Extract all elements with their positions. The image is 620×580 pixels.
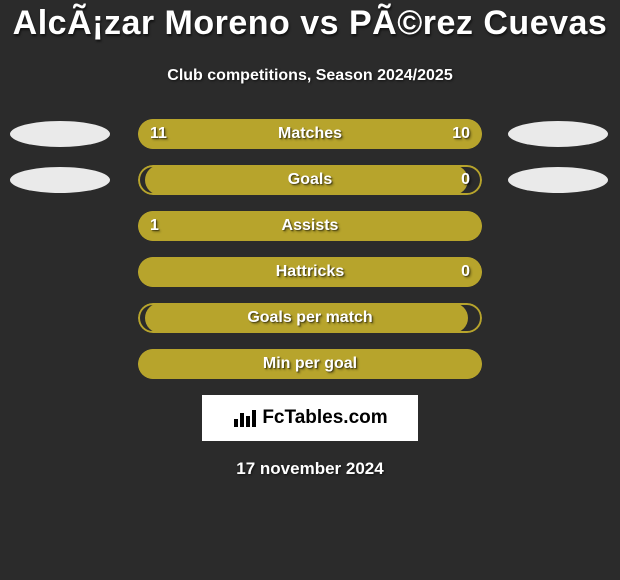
stat-bar-fill	[138, 119, 482, 149]
stat-value-left: 11	[150, 119, 167, 149]
stat-bar: Hattricks0	[138, 257, 482, 287]
stat-value-right: 10	[452, 119, 470, 149]
subtitle: Club competitions, Season 2024/2025	[0, 67, 620, 85]
stat-bar: Assists1	[138, 211, 482, 241]
logo-box[interactable]: FcTables.com	[202, 395, 418, 441]
stats-area: Matches1110Goals0Assists1Hattricks0Goals…	[0, 119, 620, 379]
bars-icon	[232, 407, 258, 429]
stat-row: Goals per match	[0, 303, 620, 333]
stat-value-right: 0	[461, 165, 470, 195]
stat-bar-fill	[138, 349, 482, 379]
stat-row: Assists1	[0, 211, 620, 241]
stat-row: Matches1110	[0, 119, 620, 149]
stat-bar: Goals per match	[138, 303, 482, 333]
stat-bar: Goals0	[138, 165, 482, 195]
stat-bar-fill	[138, 211, 482, 241]
stat-bar: Matches1110	[138, 119, 482, 149]
stat-bar: Min per goal	[138, 349, 482, 379]
stat-value-left: 1	[150, 211, 159, 241]
logo-text: FcTables.com	[262, 407, 387, 429]
stat-bar-fill	[145, 165, 468, 195]
stat-row: Min per goal	[0, 349, 620, 379]
stat-row: Hattricks0	[0, 257, 620, 287]
player-right-marker	[508, 167, 608, 193]
page-title: AlcÃ¡zar Moreno vs PÃ©rez Cuevas	[0, 4, 620, 43]
date-line: 17 november 2024	[0, 459, 620, 479]
player-left-marker	[10, 121, 110, 147]
stat-row: Goals0	[0, 165, 620, 195]
player-right-marker	[508, 121, 608, 147]
comparison-card: AlcÃ¡zar Moreno vs PÃ©rez Cuevas Club co…	[0, 0, 620, 479]
stat-bar-fill	[138, 257, 482, 287]
player-left-marker	[10, 167, 110, 193]
stat-bar-fill	[145, 303, 468, 333]
stat-value-right: 0	[461, 257, 470, 287]
